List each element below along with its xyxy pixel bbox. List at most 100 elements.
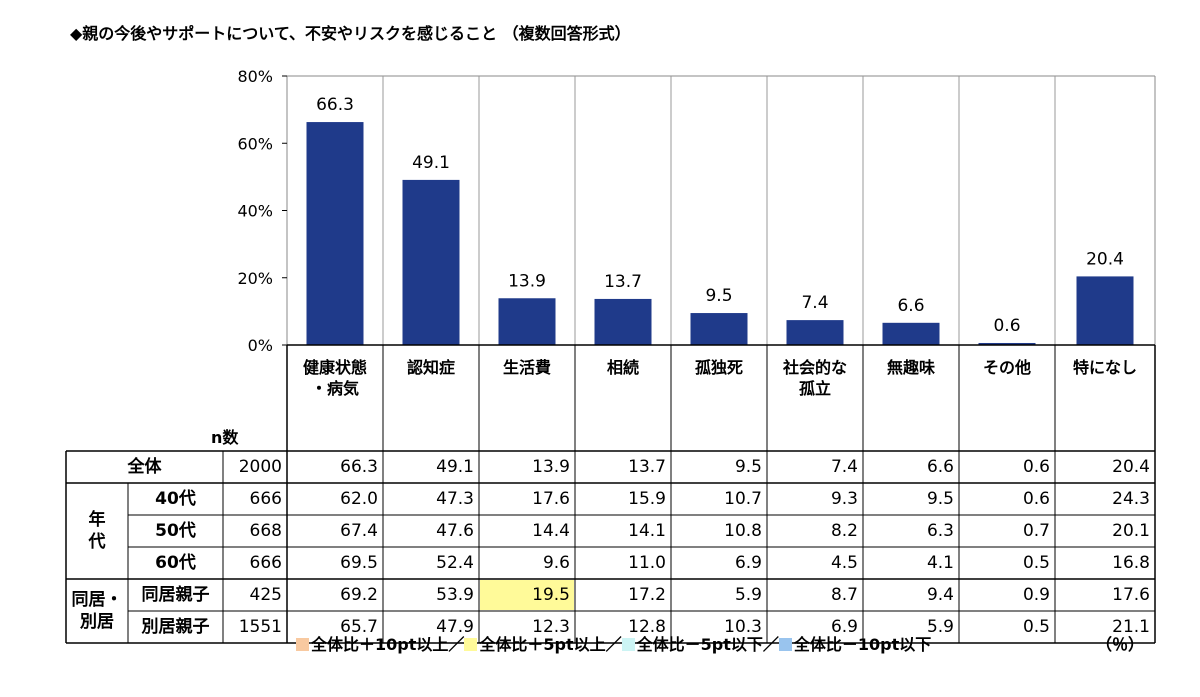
y-tick-label: 20%	[237, 269, 273, 288]
unit-note: （％）	[1095, 635, 1144, 654]
value-cell: 17.2	[628, 585, 666, 605]
legend: 全体比＋10pt以上／ 全体比＋5pt以上／ 全体比－5pt以下／ 全体比－10pt以…	[296, 634, 931, 656]
column-header: 健康状態	[302, 358, 367, 377]
legend-label: 全体比＋5pt以上／	[479, 635, 622, 654]
y-tick-label: 60%	[237, 134, 273, 153]
bar	[786, 320, 844, 345]
n-cell: 668	[249, 521, 282, 541]
value-cell: 66.3	[340, 457, 378, 477]
value-cell: 4.5	[830, 553, 858, 573]
bar	[594, 298, 652, 345]
value-cell: 16.8	[1112, 553, 1150, 573]
legend-swatch	[296, 638, 309, 651]
column-header: ・病気	[310, 379, 359, 398]
value-cell: 9.4	[926, 585, 954, 605]
bar-value-label: 20.4	[1086, 249, 1124, 269]
value-cell: 8.7	[830, 585, 858, 605]
bar	[402, 179, 460, 345]
row-label: 60代	[155, 553, 196, 573]
value-cell: 21.1	[1112, 617, 1150, 637]
value-cell: 9.3	[830, 489, 858, 509]
column-header: 無趣味	[886, 358, 935, 377]
value-cell: 9.5	[926, 489, 954, 509]
value-cell: 8.2	[830, 521, 858, 541]
value-cell: 11.0	[628, 553, 666, 573]
column-header: 認知症	[406, 358, 455, 377]
value-cell: 13.9	[532, 457, 570, 477]
value-cell: 10.3	[724, 617, 762, 637]
group-label-line: 代	[88, 532, 106, 552]
value-cell: 5.9	[926, 617, 954, 637]
value-cell: 53.9	[436, 585, 474, 605]
bar	[1076, 276, 1134, 345]
bar-value-label: 49.1	[412, 153, 450, 173]
column-header: 特になし	[1072, 358, 1137, 377]
value-cell: 12.3	[532, 617, 570, 637]
row-label: 別居親子	[141, 617, 210, 637]
legend-swatch	[621, 638, 635, 651]
value-cell: 19.5	[532, 585, 570, 605]
value-cell: 17.6	[1112, 585, 1150, 605]
value-cell: 13.7	[628, 457, 666, 477]
value-cell: 0.5	[1022, 617, 1050, 637]
value-cell: 4.1	[926, 553, 954, 573]
bar	[306, 122, 364, 345]
y-tick-label: 0%	[248, 336, 273, 355]
bar-value-label: 7.4	[801, 293, 828, 313]
value-cell: 0.6	[1022, 489, 1050, 509]
legend-swatch	[464, 638, 478, 651]
row-label: 40代	[155, 489, 196, 509]
y-tick-label: 80%	[237, 67, 273, 86]
value-cell: 62.0	[340, 489, 378, 509]
column-header: その他	[982, 358, 1031, 377]
value-cell: 20.1	[1112, 521, 1150, 541]
column-header: 社会的な	[782, 358, 847, 377]
value-cell: 15.9	[628, 489, 666, 509]
group-label-line: 同居・	[71, 590, 123, 610]
legend-swatch	[778, 638, 792, 651]
bar	[690, 313, 748, 345]
n-header: n数	[211, 428, 239, 447]
value-cell: 24.3	[1112, 489, 1150, 509]
value-cell: 6.3	[926, 521, 954, 541]
value-cell: 0.7	[1022, 521, 1050, 541]
bar-value-label: 13.9	[508, 271, 546, 291]
value-cell: 65.7	[340, 617, 378, 637]
value-cell: 5.9	[734, 585, 762, 605]
bar-value-label: 66.3	[316, 95, 354, 115]
value-cell: 9.5	[734, 457, 762, 477]
row-label: 全体	[127, 457, 162, 477]
group-label-line: 別居	[80, 612, 114, 632]
value-cell: 0.5	[1022, 553, 1050, 573]
value-cell: 14.1	[628, 521, 666, 541]
n-cell: 425	[249, 585, 282, 605]
y-tick-label: 40%	[237, 202, 273, 221]
value-cell: 14.4	[532, 521, 570, 541]
value-cell: 17.6	[532, 489, 570, 509]
n-cell: 666	[249, 489, 282, 509]
value-cell: 49.1	[436, 457, 474, 477]
value-cell: 9.6	[542, 553, 570, 573]
row-label: 50代	[155, 521, 196, 541]
bar-value-label: 0.6	[993, 316, 1020, 336]
value-cell: 10.8	[724, 521, 762, 541]
n-cell: 1551	[238, 617, 282, 637]
value-cell: 47.6	[436, 521, 474, 541]
legend-label: 全体比－10pt以下	[793, 635, 932, 654]
value-cell: 69.5	[340, 553, 378, 573]
group-label: 同居・ 別居	[66, 589, 128, 633]
value-cell: 6.9	[830, 617, 858, 637]
n-cell: 2000	[238, 457, 282, 477]
value-cell: 52.4	[436, 553, 474, 573]
value-cell: 67.4	[340, 521, 378, 541]
value-cell: 12.8	[628, 617, 666, 637]
bar	[498, 298, 556, 345]
value-cell: 47.3	[436, 489, 474, 509]
column-header: 相続	[606, 358, 639, 377]
value-cell: 0.9	[1022, 585, 1050, 605]
legend-label: 全体比＋10pt以上／	[311, 635, 465, 654]
value-cell: 69.2	[340, 585, 378, 605]
bar	[882, 322, 940, 345]
chart-title: ◆親の今後やサポートについて、不安やリスクを感じること （複数回答形式）	[70, 24, 631, 43]
